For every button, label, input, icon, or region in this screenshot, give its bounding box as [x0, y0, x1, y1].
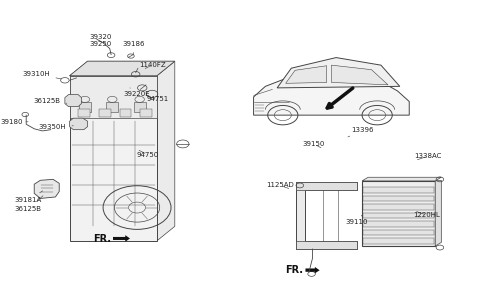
Bar [70, 76, 157, 241]
Text: 94750: 94750 [136, 150, 158, 158]
Text: 39181A: 39181A [14, 191, 43, 203]
Text: 39320
39250: 39320 39250 [89, 35, 111, 52]
Bar [134, 102, 145, 112]
Polygon shape [70, 118, 87, 130]
Bar [362, 181, 435, 246]
Polygon shape [70, 61, 175, 76]
Text: 1338AC: 1338AC [414, 153, 442, 160]
Polygon shape [435, 180, 441, 246]
Bar [140, 109, 152, 117]
Polygon shape [362, 177, 441, 181]
Text: 39220E: 39220E [123, 88, 150, 97]
Polygon shape [296, 182, 357, 249]
Polygon shape [286, 66, 327, 83]
Bar [363, 196, 434, 201]
Text: 39186: 39186 [122, 41, 144, 55]
Bar [79, 102, 91, 112]
Text: 94751: 94751 [146, 96, 168, 102]
Text: 1125AD: 1125AD [266, 182, 294, 188]
Bar [363, 187, 434, 193]
Polygon shape [253, 74, 409, 115]
Bar [78, 109, 90, 117]
Bar [363, 230, 434, 235]
Polygon shape [277, 58, 400, 88]
Text: 1220HL: 1220HL [413, 211, 440, 218]
Text: 39180: 39180 [1, 119, 28, 125]
Polygon shape [70, 61, 175, 76]
Bar [296, 182, 357, 190]
Bar [363, 204, 434, 210]
Text: 39310H: 39310H [23, 71, 61, 79]
Bar [107, 102, 118, 112]
Polygon shape [331, 65, 388, 85]
Polygon shape [305, 267, 320, 273]
Bar [363, 238, 434, 244]
Polygon shape [65, 95, 82, 107]
Bar [70, 76, 157, 118]
Text: 36125B: 36125B [14, 196, 43, 212]
Text: 36125B: 36125B [34, 98, 67, 104]
Bar [363, 213, 434, 218]
Bar [120, 109, 132, 117]
Polygon shape [157, 61, 175, 241]
Text: 39110: 39110 [345, 215, 368, 225]
Text: FR.: FR. [93, 234, 111, 244]
Bar [99, 109, 110, 117]
Polygon shape [34, 179, 59, 198]
Text: 39350H: 39350H [39, 124, 73, 130]
Text: FR.: FR. [285, 265, 303, 275]
Polygon shape [113, 235, 130, 242]
Text: 39150: 39150 [303, 141, 325, 148]
Text: 1140FZ: 1140FZ [139, 62, 166, 68]
Bar [296, 241, 357, 249]
Text: 13396: 13396 [348, 127, 373, 137]
Bar [363, 221, 434, 227]
